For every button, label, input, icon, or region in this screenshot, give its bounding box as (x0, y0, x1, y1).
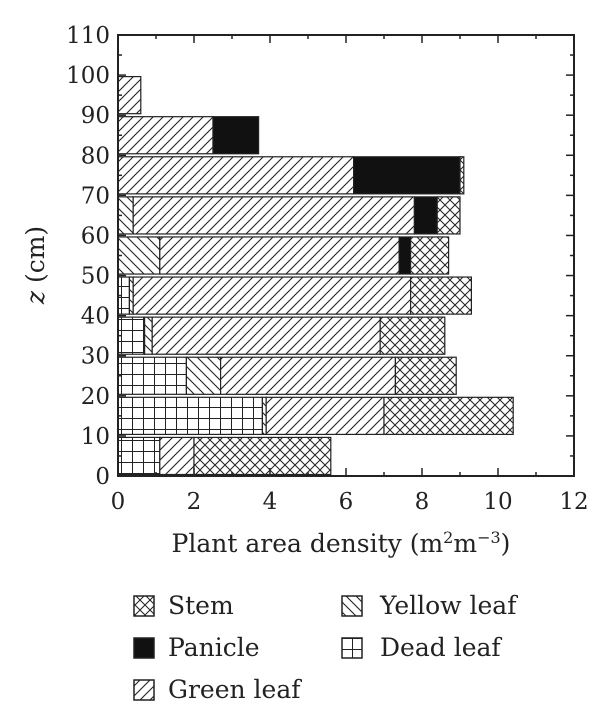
bar-green-leaf-z70 (117, 156, 355, 195)
y-tick-label: 90 (81, 103, 110, 129)
bar-stem-z10 (383, 396, 514, 436)
y-tick-label: 30 (81, 344, 110, 370)
bar-green-leaf-z60 (132, 196, 416, 235)
x-tick-label: 4 (263, 489, 278, 515)
y-tick-label: 0 (95, 464, 110, 490)
x-tick-label: 2 (187, 489, 202, 515)
x-axis-title-sup1: 2 (443, 528, 453, 547)
x-axis-title: Plant area density (m2m−3) (172, 528, 511, 559)
legend-item-panicle: Panicle (133, 633, 260, 662)
bar-green-leaf-z50 (159, 236, 400, 275)
y-axis-title: z (cm) (21, 226, 50, 305)
bar-stem-z60 (436, 196, 461, 235)
y-tick-label: 100 (66, 63, 110, 89)
x-axis-title-mid: m (453, 529, 477, 558)
legend-swatch-panicle (133, 637, 155, 659)
bar-stem-z30 (379, 316, 446, 355)
legend: Stem Yellow leaf Panicle Dead leaf Green… (133, 591, 518, 704)
y-tick-label: 20 (81, 384, 110, 410)
legend-swatch-yellow-leaf (341, 595, 363, 617)
bars-layer (117, 75, 514, 476)
bar-green-leaf-z80 (117, 116, 214, 155)
legend-swatch-green-leaf (133, 679, 155, 701)
bar-stem-z70 (459, 156, 465, 195)
bar-stem-z40 (410, 276, 473, 315)
x-axis-title-end: ) (501, 529, 511, 558)
bar-green-leaf-z20 (220, 356, 397, 395)
x-tick-label: 12 (559, 489, 588, 515)
y-axis-title-unit: (cm) (21, 226, 50, 291)
x-tick-label: 6 (339, 489, 354, 515)
legend-label-yellow-leaf: Yellow leaf (379, 591, 518, 620)
bar-dead-leaf-z0 (117, 436, 161, 476)
bar-panicle-z70 (353, 156, 461, 195)
legend-item-green-leaf: Green leaf (133, 675, 302, 704)
bar-yellow-leaf-z20 (185, 356, 222, 395)
bar-panicle-z80 (212, 116, 260, 155)
bar-green-leaf-z30 (151, 316, 381, 355)
bar-yellow-leaf-z50 (117, 236, 161, 275)
legend-item-dead-leaf: Dead leaf (341, 633, 502, 662)
y-tick-label: 10 (81, 424, 110, 450)
y-tick-label: 70 (81, 183, 110, 209)
tick-labels-layer: 0 2 4 6 8 10 12 0 10 20 30 40 50 60 70 80 90 100 110 (66, 23, 589, 515)
y-tick-label: 50 (81, 264, 110, 290)
x-tick-label: 0 (111, 489, 126, 515)
y-tick-label: 80 (81, 143, 110, 169)
bar-panicle-z50 (398, 236, 412, 275)
y-tick-label: 110 (66, 23, 110, 49)
bar-green-leaf-z0 (159, 436, 195, 476)
ticks-layer (117, 34, 575, 477)
legend-label-stem: Stem (168, 591, 234, 620)
legend-label-dead-leaf: Dead leaf (380, 633, 502, 662)
y-tick-label: 60 (81, 223, 110, 249)
x-tick-label: 8 (415, 489, 430, 515)
x-axis-title-sup2: −3 (477, 528, 501, 547)
y-tick-label: 40 (81, 304, 110, 330)
bar-panicle-z60 (413, 196, 438, 235)
legend-item-stem: Stem (133, 591, 234, 620)
legend-item-yellow-leaf: Yellow leaf (341, 591, 518, 620)
bar-green-leaf-z10 (265, 396, 385, 436)
bar-stem-z50 (410, 236, 450, 275)
bar-dead-leaf-z10 (117, 396, 263, 436)
bar-stem-z20 (394, 356, 457, 395)
y-axis-title-var: z (21, 290, 50, 305)
bar-stem-z0 (193, 436, 332, 476)
x-tick-label: 10 (483, 489, 512, 515)
bar-green-leaf-z40 (132, 276, 412, 315)
bar-dead-leaf-z20 (117, 356, 188, 395)
legend-label-panicle: Panicle (168, 633, 260, 662)
legend-swatch-stem (133, 595, 155, 617)
bar-yellow-leaf-z30 (144, 316, 153, 355)
legend-label-green-leaf: Green leaf (168, 675, 302, 704)
legend-swatch-dead-leaf (341, 637, 363, 659)
x-axis-title-main: Plant area density (m (172, 529, 444, 558)
